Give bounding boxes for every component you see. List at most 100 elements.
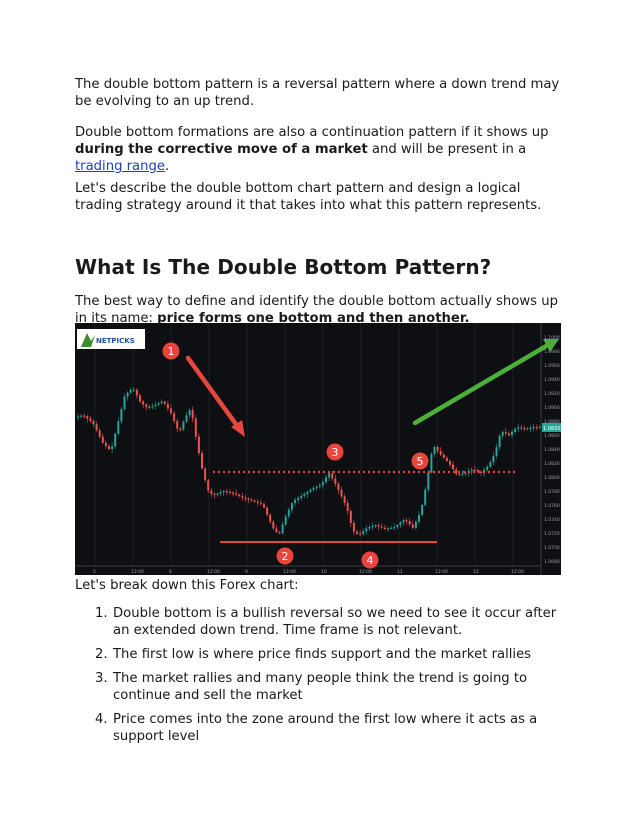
candlesticks (77, 387, 541, 537)
candle-body (216, 493, 219, 495)
candle-body (228, 491, 231, 493)
candle-body (86, 416, 89, 419)
candle-body (498, 435, 501, 448)
candle-body (356, 531, 358, 534)
candle-body (148, 406, 151, 408)
chart-caption: Let's break down this Forex chart: (75, 578, 299, 593)
time-tick-label: 12:00 (131, 569, 144, 575)
candle-body (309, 489, 312, 492)
marker-circle (361, 551, 379, 569)
marker-number: 1 (168, 345, 175, 358)
candle-body (495, 447, 498, 456)
price-tag-label: 1.0830 (543, 426, 561, 432)
price-tick-label: 1.0960 (544, 363, 560, 369)
candle-body (352, 522, 355, 532)
candle-body (163, 401, 166, 404)
candle-body (210, 490, 213, 494)
candle-body (166, 403, 169, 409)
price-tick-label: 1.0920 (544, 391, 560, 397)
time-tick-label: 9 (245, 569, 248, 575)
candle-body (442, 454, 445, 458)
candle-body (235, 493, 238, 495)
candle-body (374, 525, 377, 527)
list-item-number: 2. (95, 647, 108, 662)
list-item-text: Double bottom is a bullish reversal so w… (113, 606, 557, 638)
steps-list: 1. Double bottom is a bullish reversal so… (75, 605, 565, 752)
candle-body (120, 409, 123, 422)
section-p-bold: price forms one bottom and then another. (157, 311, 470, 326)
time-tick-label: 12:00 (435, 569, 448, 575)
candle-body (318, 485, 321, 487)
candle-body (424, 489, 427, 505)
list-item-number: 4. (95, 712, 108, 727)
time-tick-label: 12:00 (359, 569, 372, 575)
intro-paragraph-2: Double bottom formations are also a cont… (75, 124, 565, 175)
price-tick-label: 1.0940 (544, 377, 560, 383)
down-trend-arrow (185, 355, 245, 437)
time-tick-label: 6 (169, 569, 172, 575)
trading-range-link[interactable]: trading range (75, 159, 165, 174)
candle-body (383, 527, 386, 529)
marker-circle (326, 443, 344, 461)
candle-body (108, 446, 110, 450)
candle-body (80, 415, 83, 417)
candle-body (396, 525, 399, 528)
time-tick-label: 12:00 (207, 569, 220, 575)
marker-circle (162, 342, 180, 360)
candle-body (241, 496, 244, 498)
time-tick-label: 12:00 (511, 569, 524, 575)
candle-body (501, 431, 504, 436)
intro-paragraph-3: Let's describe the double bottom chart p… (75, 181, 542, 213)
candle-body (408, 520, 411, 525)
section-p-text: The best way to define and identify the … (75, 294, 558, 326)
candle-body (77, 416, 79, 418)
candle-body (170, 408, 172, 414)
candle-body (272, 521, 275, 529)
candle-body (368, 527, 371, 529)
list-item-text: Price comes into the zone around the fir… (113, 712, 538, 744)
chart-background (75, 323, 561, 575)
candle-body (325, 477, 327, 482)
candle-body (507, 433, 510, 435)
candle-body (225, 491, 228, 493)
candle-body (337, 483, 340, 490)
price-tick-label: 1.0880 (544, 419, 560, 425)
candle-body (275, 528, 278, 533)
up-trend-arrow (412, 339, 559, 426)
candle-body (207, 480, 210, 491)
marker-number: 5 (417, 455, 424, 468)
candle-body (461, 473, 464, 475)
candle-body (204, 468, 207, 481)
marker-circle (411, 452, 429, 470)
candle-body (139, 395, 141, 402)
candle-body (191, 410, 194, 419)
candle-body (306, 491, 309, 495)
candle-body (126, 392, 129, 397)
marker-number: 3 (332, 446, 339, 459)
candle-body (430, 454, 433, 473)
candle-body (359, 533, 362, 535)
candle-body (238, 494, 241, 497)
candle-body (473, 469, 476, 471)
intro-p2-bold: during the corrective move of a market (75, 142, 368, 157)
price-tick-label: 1.0800 (544, 475, 560, 481)
candle-body (514, 428, 517, 432)
candle-body (520, 427, 523, 429)
candle-body (489, 462, 492, 467)
candle-body (315, 486, 318, 488)
time-tick-label: 12:00 (283, 569, 296, 575)
price-tick-label: 1.0740 (544, 517, 560, 523)
list-item-text: The market rallies and many people think… (113, 671, 528, 703)
candle-body (98, 430, 101, 437)
chart-markers: 1 2 3 4 5 (162, 342, 429, 569)
price-tick-label: 1.0720 (544, 531, 560, 537)
candle-body (256, 501, 259, 503)
candle-body (538, 427, 541, 429)
time-tick-label: 10 (321, 569, 327, 575)
candle-body (222, 491, 225, 493)
marker-number: 4 (367, 554, 374, 567)
candle-body (349, 511, 352, 523)
candle-body (439, 450, 442, 455)
candle-body (281, 524, 284, 534)
candle-body (436, 447, 439, 451)
